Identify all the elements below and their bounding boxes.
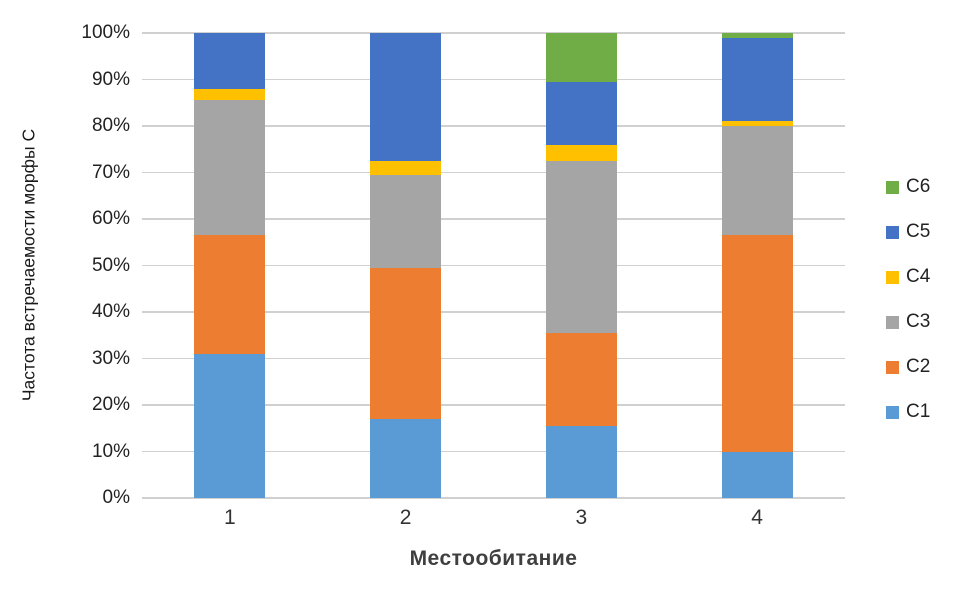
legend-item-C6: C6 (886, 176, 930, 198)
y-tick-label: 30% (91, 347, 130, 369)
gridline (142, 450, 845, 452)
legend-swatch-icon (886, 405, 899, 419)
gridline (142, 404, 845, 406)
bar-segment-C1 (545, 425, 617, 498)
gridline (142, 497, 845, 499)
legend-label: C5 (906, 221, 931, 242)
bar-segment-C5 (370, 33, 442, 161)
bar-segment-C5 (194, 33, 266, 89)
y-tick-label: 60% (91, 208, 130, 229)
legend-swatch-icon (886, 360, 899, 374)
bar-segment-C2 (545, 332, 617, 426)
legend-item-C2: C2 (886, 356, 930, 378)
bar-segment-C4 (194, 88, 266, 101)
legend-item-C4: C4 (886, 266, 930, 288)
bar-segment-C5 (721, 37, 793, 122)
legend-label: C6 (906, 176, 931, 197)
gridline (142, 357, 845, 359)
bar-segment-C3 (370, 174, 442, 268)
stacked-bar-4 (721, 33, 793, 498)
gridline (142, 171, 845, 173)
gridline (142, 311, 845, 313)
y-tick-label: 0% (102, 487, 130, 508)
bar-segment-C2 (721, 235, 793, 452)
legend-label: C2 (906, 356, 931, 377)
gridline (142, 218, 845, 220)
x-axis-title: Местообитание (409, 547, 578, 570)
bar-segment-C4 (370, 160, 442, 175)
bar-segment-C3 (721, 126, 793, 236)
x-tick-label: 4 (751, 506, 763, 529)
stacked-bar-2 (370, 33, 442, 498)
bar-segment-C2 (194, 235, 266, 354)
x-tick-label: 1 (224, 506, 236, 529)
legend-label: C3 (906, 311, 931, 332)
y-tick-label: 70% (91, 161, 130, 183)
gridline (142, 78, 845, 80)
bar-segment-C1 (721, 451, 793, 498)
y-tick-label: 50% (91, 254, 130, 276)
gridline (142, 32, 845, 34)
bar-segment-C1 (370, 418, 442, 498)
legend-swatch-icon (886, 270, 899, 284)
bar-segment-C2 (370, 267, 442, 419)
bar-segment-C5 (545, 81, 617, 145)
bar-segment-C6 (545, 33, 617, 82)
legend-item-C5: C5 (886, 221, 930, 243)
gridline (142, 264, 845, 266)
legend-swatch-icon (886, 180, 899, 194)
x-tick-label: 3 (575, 506, 588, 529)
legend-item-C1: C1 (886, 401, 930, 423)
bar-segment-C4 (721, 121, 793, 126)
x-tick-label: 2 (399, 506, 412, 529)
stacked-bar-1 (194, 33, 266, 498)
y-tick-label: 40% (91, 301, 130, 322)
legend-swatch-icon (886, 315, 899, 329)
gridline (142, 125, 845, 127)
legend: C6 C5 C4 C3 C2 C1 (886, 176, 930, 446)
legend-label: C1 (906, 401, 931, 422)
legend-swatch-icon (886, 225, 899, 239)
plot-area (142, 32, 845, 499)
bar-segment-C1 (194, 353, 266, 498)
y-tick-label: 10% (91, 440, 130, 462)
legend-label: C4 (906, 266, 931, 287)
y-tick-label: 80% (91, 115, 130, 136)
legend-item-C3: C3 (886, 311, 930, 333)
bar-segment-C3 (545, 160, 617, 333)
bar-segment-C6 (721, 33, 793, 38)
y-tick-label: 100% (81, 22, 130, 43)
y-tick-label: 20% (91, 394, 130, 415)
y-tick-label: 90% (91, 68, 130, 90)
stacked-bar-3 (545, 33, 617, 498)
bar-segment-C4 (545, 144, 617, 161)
bar-segment-C3 (194, 100, 266, 236)
